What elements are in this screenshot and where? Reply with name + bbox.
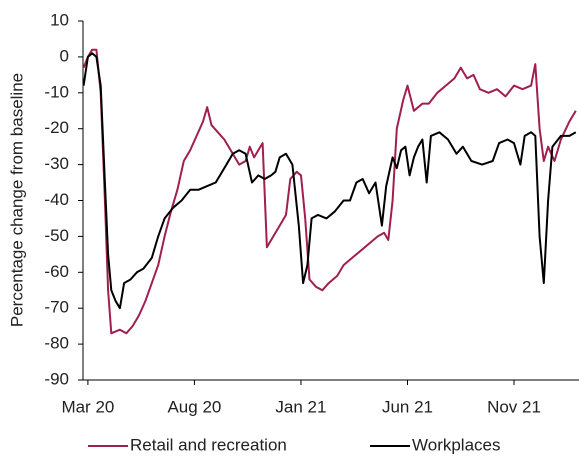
y-tick-label: -30	[44, 154, 69, 173]
y-tick-label: -20	[44, 118, 69, 137]
series-line	[82, 52, 577, 310]
y-tick-label: -90	[44, 369, 69, 388]
x-tick-label: Mar 20	[61, 397, 114, 416]
y-tick-label: -70	[44, 298, 69, 317]
legend-label: Workplaces	[412, 435, 501, 454]
y-tick-label: 0	[60, 46, 69, 65]
y-tick-label: -40	[44, 190, 69, 209]
x-tick-label: Nov 21	[487, 397, 541, 416]
series-line	[82, 48, 577, 335]
x-tick-label: Jan 21	[275, 397, 326, 416]
y-tick-label: -60	[44, 262, 69, 281]
legend-label: Retail and recreation	[130, 435, 287, 454]
y-tick-label: 10	[50, 10, 69, 29]
y-axis-label: Percentage change from baseline	[7, 73, 26, 327]
y-tick-label: -10	[44, 82, 69, 101]
x-tick-label: Aug 20	[167, 397, 221, 416]
y-tick-label: -80	[44, 334, 69, 353]
y-tick-label: -50	[44, 226, 69, 245]
x-tick-label: Jun 21	[382, 397, 433, 416]
